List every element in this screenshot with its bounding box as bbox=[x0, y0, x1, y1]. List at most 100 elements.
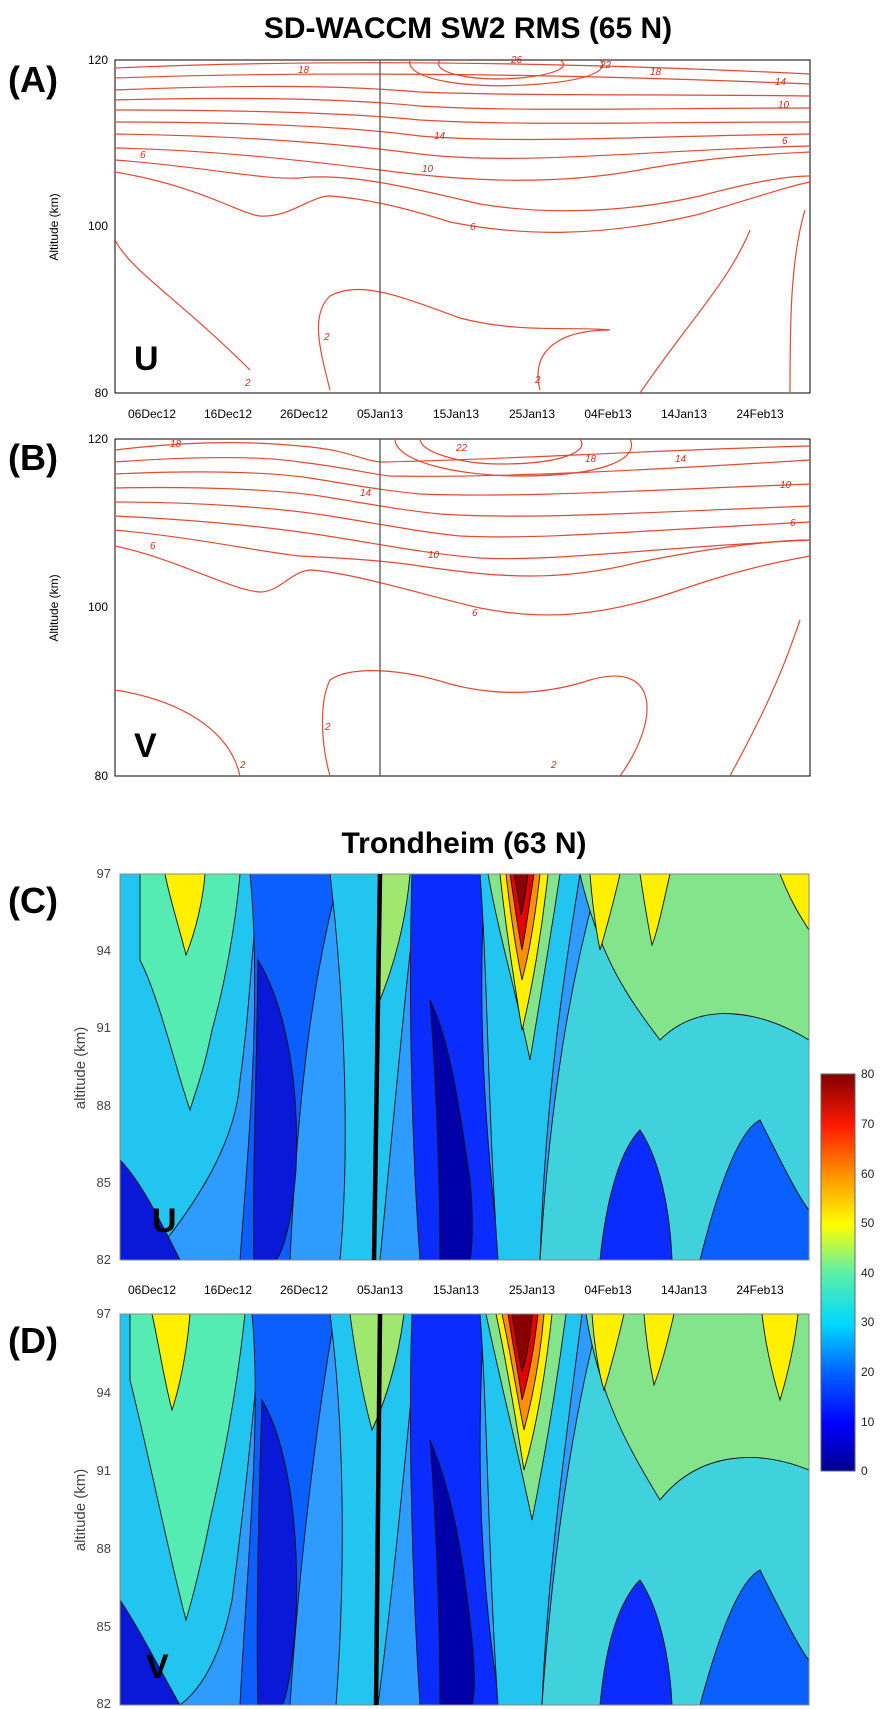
colorbar-tick: 80 bbox=[861, 1067, 875, 1081]
y-axis-b: 80 100 120 Altitude (km) bbox=[47, 432, 108, 783]
contour-label: 6 bbox=[472, 608, 478, 619]
contour-label: 18 bbox=[585, 454, 597, 465]
colorbar-tick: 30 bbox=[861, 1315, 875, 1329]
x-tick-label: 15Jan13 bbox=[433, 407, 479, 421]
y-tick-b-120: 120 bbox=[88, 432, 108, 446]
y-tick-b-100: 100 bbox=[88, 600, 108, 614]
contour-labels-a: 18 26 22 18 14 10 14 10 6 6 6 2 2 2 bbox=[140, 55, 790, 389]
y-axis-label-c: altitude (km) bbox=[72, 1027, 89, 1110]
vertical-marker-c bbox=[371, 873, 383, 1261]
panel-label-a: (A) bbox=[8, 59, 58, 100]
bottom-title: Trondheim (63 N) bbox=[341, 827, 586, 860]
contour-label: 6 bbox=[790, 518, 796, 529]
y-axis-label-b: Altitude (km) bbox=[47, 574, 61, 641]
contour-label: 6 bbox=[150, 541, 156, 552]
y-tick-c: 85 bbox=[97, 1175, 111, 1190]
contour-label: 6 bbox=[140, 150, 146, 161]
y-axis-c: 82 85 88 91 94 97 altitude (km) bbox=[72, 866, 111, 1267]
variable-label-a: U bbox=[134, 340, 159, 378]
y-tick-d: 91 bbox=[97, 1463, 111, 1478]
colorbar-tick: 0 bbox=[861, 1464, 868, 1478]
contour-label: 10 bbox=[428, 550, 440, 561]
y-axis-a: 80 100 120 Altitude (km) bbox=[47, 53, 108, 400]
x-tick-label: 06Dec12 bbox=[128, 1283, 176, 1297]
panel-c: 82 85 88 91 94 97 altitude (km) U bbox=[72, 866, 810, 1267]
colorbar-tick: 10 bbox=[861, 1415, 875, 1429]
x-tick-label: 04Feb13 bbox=[584, 1283, 632, 1297]
panel-label-c: (C) bbox=[8, 880, 58, 921]
x-tick-label: 14Jan13 bbox=[661, 407, 707, 421]
x-tick-label: 25Jan13 bbox=[509, 407, 555, 421]
x-axis-top: 06Dec12 16Dec12 26Dec12 05Jan13 15Jan13 … bbox=[128, 407, 784, 421]
colorbar-ticks: 0 10 20 30 40 50 60 70 80 bbox=[861, 1067, 875, 1478]
colorbar: 0 10 20 30 40 50 60 70 80 bbox=[820, 1067, 875, 1478]
contour-label: 26 bbox=[510, 55, 523, 66]
x-tick-label: 25Jan13 bbox=[509, 1283, 555, 1297]
x-tick-label: 15Jan13 bbox=[433, 1283, 479, 1297]
contour-label: 14 bbox=[675, 454, 687, 465]
plot-frame-b bbox=[114, 438, 811, 777]
colorbar-tick: 40 bbox=[861, 1266, 875, 1280]
x-tick-label: 06Dec12 bbox=[128, 407, 176, 421]
contour-label: 2 bbox=[324, 722, 331, 733]
contour-label: 14 bbox=[775, 77, 787, 88]
heatmap-d bbox=[120, 1314, 809, 1705]
x-tick-label: 24Feb13 bbox=[736, 407, 784, 421]
plot-frame-a bbox=[114, 59, 811, 394]
colorbar-tick: 50 bbox=[861, 1216, 875, 1230]
y-axis-label-a: Altitude (km) bbox=[47, 193, 61, 260]
variable-label-b: V bbox=[134, 727, 157, 765]
x-tick-label: 16Dec12 bbox=[204, 1283, 252, 1297]
colorbar-tick: 20 bbox=[861, 1365, 875, 1379]
y-tick-c: 88 bbox=[97, 1098, 111, 1113]
vertical-marker-d bbox=[373, 1313, 383, 1706]
contour-label: 6 bbox=[782, 136, 788, 147]
y-tick-a-120: 120 bbox=[88, 53, 108, 67]
contour-label: 2 bbox=[323, 332, 330, 343]
panel-d: 82 85 88 91 94 97 altitude (km) V bbox=[72, 1306, 810, 1709]
variable-label-c: U bbox=[152, 1202, 177, 1240]
contour-label: 18 bbox=[650, 67, 662, 78]
variable-label-d: V bbox=[146, 1648, 169, 1686]
contour-label: 2 bbox=[534, 375, 541, 386]
contour-labels-b: 18 22 18 14 14 10 10 6 6 6 2 2 2 bbox=[150, 439, 796, 771]
contour-label: 6 bbox=[470, 222, 476, 233]
contour-label: 2 bbox=[550, 760, 557, 771]
x-tick-label: 26Dec12 bbox=[280, 407, 328, 421]
y-tick-c: 91 bbox=[97, 1020, 111, 1035]
y-tick-a-80: 80 bbox=[95, 386, 109, 400]
contour-label: 10 bbox=[422, 164, 434, 175]
contour-label: 10 bbox=[780, 480, 792, 491]
y-axis-label-d: altitude (km) bbox=[72, 1469, 89, 1552]
contour-label: 22 bbox=[599, 60, 612, 71]
panel-b: 80 100 120 Altitude (km) 18 22 18 14 14 … bbox=[47, 432, 811, 783]
colorbar-tick: 60 bbox=[861, 1167, 875, 1181]
y-tick-d: 94 bbox=[97, 1385, 111, 1400]
contour-label: 14 bbox=[434, 131, 446, 142]
x-tick-label: 24Feb13 bbox=[736, 1283, 784, 1297]
contour-label: 2 bbox=[244, 378, 251, 389]
contours-b bbox=[115, 439, 810, 776]
x-tick-label: 05Jan13 bbox=[357, 1283, 403, 1297]
x-tick-label: 05Jan13 bbox=[357, 407, 403, 421]
panel-a: 80 100 120 Altitude (km) 18 26 22 18 14 … bbox=[47, 53, 811, 400]
x-tick-label: 26Dec12 bbox=[280, 1283, 328, 1297]
contour-label: 22 bbox=[455, 443, 468, 454]
x-tick-label: 16Dec12 bbox=[204, 407, 252, 421]
y-tick-c: 82 bbox=[97, 1252, 111, 1267]
plot-frame-c bbox=[119, 873, 810, 1261]
x-tick-label: 14Jan13 bbox=[661, 1283, 707, 1297]
contour-label: 2 bbox=[239, 760, 246, 771]
y-tick-d: 85 bbox=[97, 1619, 111, 1634]
y-axis-d: 82 85 88 91 94 97 altitude (km) bbox=[72, 1306, 111, 1709]
contour-label: 18 bbox=[170, 439, 182, 450]
contour-label: 10 bbox=[778, 100, 790, 111]
x-tick-label: 04Feb13 bbox=[584, 407, 632, 421]
plot-frame-d bbox=[119, 1313, 810, 1706]
top-title: SD-WACCM SW2 RMS (65 N) bbox=[264, 12, 672, 45]
heatmap-c bbox=[120, 874, 809, 1260]
contour-label: 14 bbox=[360, 488, 372, 499]
panel-label-b: (B) bbox=[8, 437, 58, 478]
y-tick-c: 97 bbox=[97, 866, 111, 881]
